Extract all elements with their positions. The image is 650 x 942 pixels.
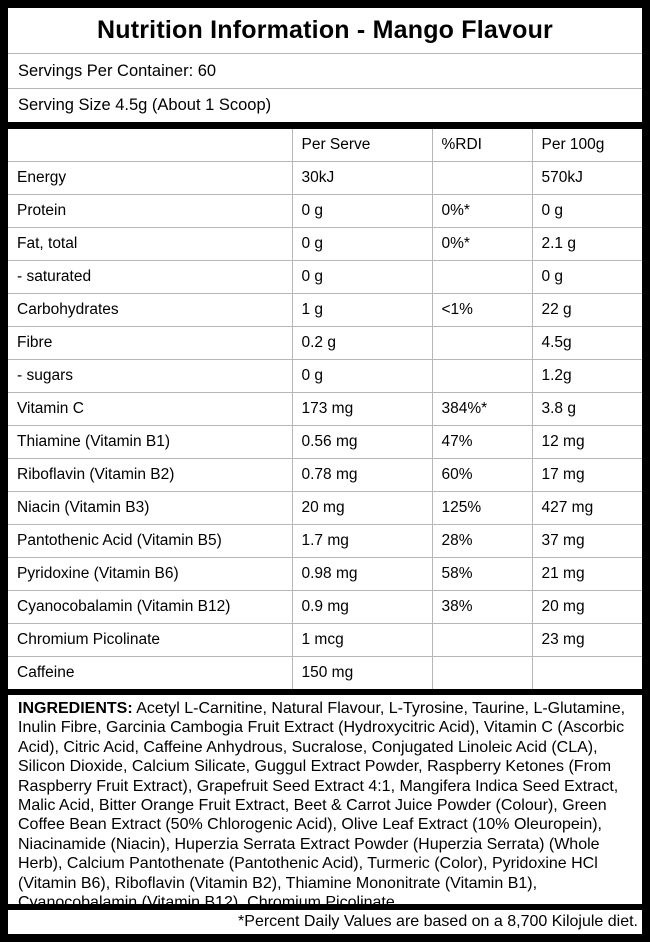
per-serve-value: 0 g [291,359,433,393]
nutrient-name: - saturated [8,260,293,294]
per-100g-value: 570kJ [531,161,642,195]
rdi-value: 0%* [431,227,533,261]
rdi-value: 58% [431,557,533,591]
nutrient-name: Vitamin C [8,392,293,426]
per-100g-value: 0 g [531,260,642,294]
per-100g-value: 427 mg [531,491,642,525]
nutrient-name: Thiamine (Vitamin B1) [8,425,293,459]
header-rdi: %RDI [431,129,533,162]
per-serve-value: 0 g [291,260,433,294]
per-100g-value: 2.1 g [531,227,642,261]
daily-values-footnote: *Percent Daily Values are based on a 8,7… [238,913,638,930]
nutrient-name: Energy [8,161,293,195]
rdi-value [431,359,533,393]
nutrient-name: Niacin (Vitamin B3) [8,491,293,525]
nutrient-name: Fat, total [8,227,293,261]
per-100g-value: 3.8 g [531,392,642,426]
table-row-pyridoxine-b6: Pyridoxine (Vitamin B6) 0.98 mg 58% 21 m… [8,557,642,591]
per-serve-value: 0 g [291,194,433,228]
per-100g-value: 0 g [531,194,642,228]
table-header-row: Per Serve %RDI Per 100g [8,129,642,162]
table-row-fibre: Fibre 0.2 g 4.5g [8,326,642,360]
nutrient-name: Carbohydrates [8,293,293,327]
table-row-sugars: - sugars 0 g 1.2g [8,359,642,393]
serving-size: Serving Size 4.5g (About 1 Scoop) [18,96,272,114]
table-row-thiamine-b1: Thiamine (Vitamin B1) 0.56 mg 47% 12 mg [8,425,642,459]
divider-above-ingredients [8,689,642,695]
per-serve-value: 0 g [291,227,433,261]
per-serve-value: 1 mcg [291,623,433,657]
per-100g-value: 22 g [531,293,642,327]
per-serve-value: 0.9 mg [291,590,433,624]
table-row-energy: Energy 30kJ 570kJ [8,161,642,195]
rdi-value: 38% [431,590,533,624]
nutrient-name: Pyridoxine (Vitamin B6) [8,557,293,591]
nutrition-table: Per Serve %RDI Per 100g Energy 30kJ 570k… [8,129,642,689]
per-serve-value: 20 mg [291,491,433,525]
header-per-serve: Per Serve [291,129,433,162]
nutrient-name: Caffeine [8,656,293,689]
per-100g-value: 20 mg [531,590,642,624]
table-row-fat-total: Fat, total 0 g 0%* 2.1 g [8,227,642,261]
ingredients-heading: INGREDIENTS: [18,700,133,717]
servings-per-container: Servings Per Container: 60 [8,54,642,89]
divider-top-of-table [8,122,642,129]
nutrient-name: Riboflavin (Vitamin B2) [8,458,293,492]
per-100g-value: 21 mg [531,557,642,591]
rdi-value: 47% [431,425,533,459]
rdi-value: 384%* [431,392,533,426]
per-serve-value: 173 mg [291,392,433,426]
per-serve-value: 150 mg [291,656,433,689]
rdi-value: 125% [431,491,533,525]
per-100g-value: 23 mg [531,623,642,657]
ingredients-section: INGREDIENTS: Acetyl L-Carnitine, Natural… [8,695,642,904]
rdi-value [431,260,533,294]
table-row-riboflavin-b2: Riboflavin (Vitamin B2) 0.78 mg 60% 17 m… [8,458,642,492]
per-100g-value: 4.5g [531,326,642,360]
per-100g-value: 12 mg [531,425,642,459]
table-row-pantothenic-b5: Pantothenic Acid (Vitamin B5) 1.7 mg 28%… [8,524,642,558]
rdi-value [431,161,533,195]
table-row-niacin-b3: Niacin (Vitamin B3) 20 mg 125% 427 mg [8,491,642,525]
per-serve-value: 1.7 mg [291,524,433,558]
table-row-protein: Protein 0 g 0%* 0 g [8,194,642,228]
rdi-value: 28% [431,524,533,558]
per-100g-value: 1.2g [531,359,642,393]
table-row-vitamin-c: Vitamin C 173 mg 384%* 3.8 g [8,392,642,426]
table-row-saturated: - saturated 0 g 0 g [8,260,642,294]
rdi-value [431,656,533,689]
rdi-value: <1% [431,293,533,327]
footnote-bar: *Percent Daily Values are based on a 8,7… [8,904,642,934]
per-serve-value: 0.56 mg [291,425,433,459]
table-row-carbohydrates: Carbohydrates 1 g <1% 22 g [8,293,642,327]
header-per-100g: Per 100g [531,129,642,162]
per-100g-value: 37 mg [531,524,642,558]
nutrient-name: Fibre [8,326,293,360]
table-row-chromium-picolinate: Chromium Picolinate 1 mcg 23 mg [8,623,642,657]
rdi-value [431,326,533,360]
nutrient-name: Pantothenic Acid (Vitamin B5) [8,524,293,558]
per-serve-value: 0.2 g [291,326,433,360]
rdi-value: 60% [431,458,533,492]
nutrient-name: - sugars [8,359,293,393]
per-serve-value: 30kJ [291,161,433,195]
rdi-value: 0%* [431,194,533,228]
rdi-value [431,623,533,657]
nutrient-name: Chromium Picolinate [8,623,293,657]
table-row-caffeine: Caffeine 150 mg [8,656,642,689]
per-100g-value [531,656,642,689]
ingredients-list: Acetyl L-Carnitine, Natural Flavour, L-T… [18,700,626,904]
per-serve-value: 0.78 mg [291,458,433,492]
header-nutrient [8,129,293,162]
label-title: Nutrition Information - Mango Flavour [8,8,642,54]
nutrient-name: Cyanocobalamin (Vitamin B12) [8,590,293,624]
per-serve-value: 0.98 mg [291,557,433,591]
table-row-cyanocobalamin-b12: Cyanocobalamin (Vitamin B12) 0.9 mg 38% … [8,590,642,624]
per-100g-value: 17 mg [531,458,642,492]
nutrient-name: Protein [8,194,293,228]
per-serve-value: 1 g [291,293,433,327]
